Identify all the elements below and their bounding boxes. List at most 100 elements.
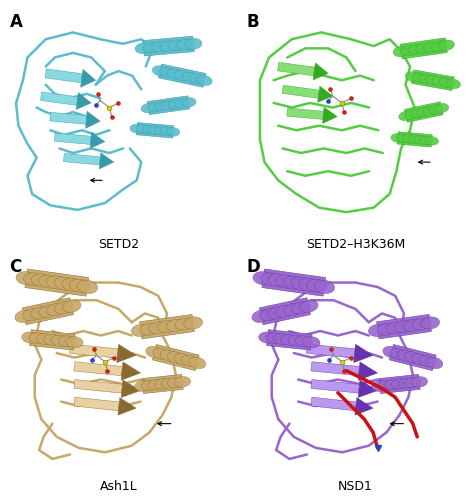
Ellipse shape xyxy=(174,354,191,365)
Ellipse shape xyxy=(386,322,405,334)
Ellipse shape xyxy=(70,279,90,293)
Ellipse shape xyxy=(428,105,443,114)
Polygon shape xyxy=(307,344,355,358)
Ellipse shape xyxy=(135,381,151,391)
Ellipse shape xyxy=(426,75,440,85)
Ellipse shape xyxy=(131,324,150,337)
Polygon shape xyxy=(140,315,194,339)
Ellipse shape xyxy=(283,276,304,289)
Ellipse shape xyxy=(190,74,205,84)
Polygon shape xyxy=(262,269,326,296)
Polygon shape xyxy=(142,374,183,393)
Polygon shape xyxy=(70,344,118,358)
Ellipse shape xyxy=(260,309,279,321)
Polygon shape xyxy=(278,62,315,76)
Ellipse shape xyxy=(431,41,447,52)
Ellipse shape xyxy=(141,380,158,391)
Text: C: C xyxy=(9,258,22,276)
Ellipse shape xyxy=(423,42,439,53)
Ellipse shape xyxy=(62,278,82,292)
Polygon shape xyxy=(25,269,89,296)
Polygon shape xyxy=(64,153,100,165)
Ellipse shape xyxy=(411,354,428,365)
Ellipse shape xyxy=(55,302,73,314)
Ellipse shape xyxy=(22,332,39,343)
Ellipse shape xyxy=(425,137,438,145)
Ellipse shape xyxy=(184,317,202,329)
Text: SETD2: SETD2 xyxy=(98,237,139,250)
Polygon shape xyxy=(55,133,91,144)
Polygon shape xyxy=(405,102,443,122)
Ellipse shape xyxy=(314,280,335,294)
Polygon shape xyxy=(118,398,136,415)
Ellipse shape xyxy=(36,334,54,345)
Text: NSD1: NSD1 xyxy=(338,480,373,493)
Ellipse shape xyxy=(426,357,443,369)
Polygon shape xyxy=(153,345,199,371)
Ellipse shape xyxy=(393,46,410,57)
Ellipse shape xyxy=(135,43,152,54)
Ellipse shape xyxy=(417,107,431,117)
Polygon shape xyxy=(147,96,190,115)
Ellipse shape xyxy=(390,348,407,360)
Polygon shape xyxy=(121,362,141,380)
Ellipse shape xyxy=(300,300,318,313)
Ellipse shape xyxy=(414,136,427,144)
Ellipse shape xyxy=(44,334,61,346)
Ellipse shape xyxy=(29,333,46,344)
Ellipse shape xyxy=(152,42,169,52)
Ellipse shape xyxy=(368,324,387,337)
Ellipse shape xyxy=(295,336,313,347)
Polygon shape xyxy=(259,298,310,325)
Ellipse shape xyxy=(391,134,404,142)
Ellipse shape xyxy=(160,41,177,52)
Ellipse shape xyxy=(416,43,432,54)
Ellipse shape xyxy=(439,78,454,88)
Ellipse shape xyxy=(402,135,416,143)
Polygon shape xyxy=(400,38,447,59)
Polygon shape xyxy=(76,93,91,110)
Ellipse shape xyxy=(281,334,298,346)
Ellipse shape xyxy=(383,346,400,358)
Ellipse shape xyxy=(31,307,49,319)
Ellipse shape xyxy=(253,272,273,285)
Ellipse shape xyxy=(399,111,413,121)
Polygon shape xyxy=(74,397,119,411)
Ellipse shape xyxy=(77,280,98,294)
Ellipse shape xyxy=(136,125,150,134)
Text: SETD2–H3K36M: SETD2–H3K36M xyxy=(306,237,405,250)
Ellipse shape xyxy=(160,68,175,78)
Ellipse shape xyxy=(432,77,447,86)
Ellipse shape xyxy=(422,106,437,116)
Ellipse shape xyxy=(54,277,75,290)
Polygon shape xyxy=(45,69,82,83)
Polygon shape xyxy=(311,362,359,376)
Ellipse shape xyxy=(276,275,296,288)
Ellipse shape xyxy=(148,102,162,112)
Ellipse shape xyxy=(266,333,283,344)
Ellipse shape xyxy=(39,275,59,288)
Ellipse shape xyxy=(149,322,168,334)
Polygon shape xyxy=(29,330,75,350)
Ellipse shape xyxy=(182,98,196,107)
Ellipse shape xyxy=(275,305,294,318)
Ellipse shape xyxy=(177,39,194,50)
Ellipse shape xyxy=(268,307,286,319)
Ellipse shape xyxy=(16,272,36,285)
Polygon shape xyxy=(322,107,337,123)
Polygon shape xyxy=(90,132,105,148)
Polygon shape xyxy=(287,108,324,119)
Polygon shape xyxy=(377,315,431,339)
Polygon shape xyxy=(121,380,141,397)
Ellipse shape xyxy=(372,381,388,391)
Ellipse shape xyxy=(15,310,34,323)
Ellipse shape xyxy=(161,101,176,110)
Ellipse shape xyxy=(291,277,312,290)
Ellipse shape xyxy=(403,319,422,332)
Polygon shape xyxy=(358,362,378,380)
Ellipse shape xyxy=(404,377,421,388)
Ellipse shape xyxy=(160,127,174,136)
Polygon shape xyxy=(22,298,73,325)
Polygon shape xyxy=(358,380,378,397)
Ellipse shape xyxy=(46,276,67,289)
